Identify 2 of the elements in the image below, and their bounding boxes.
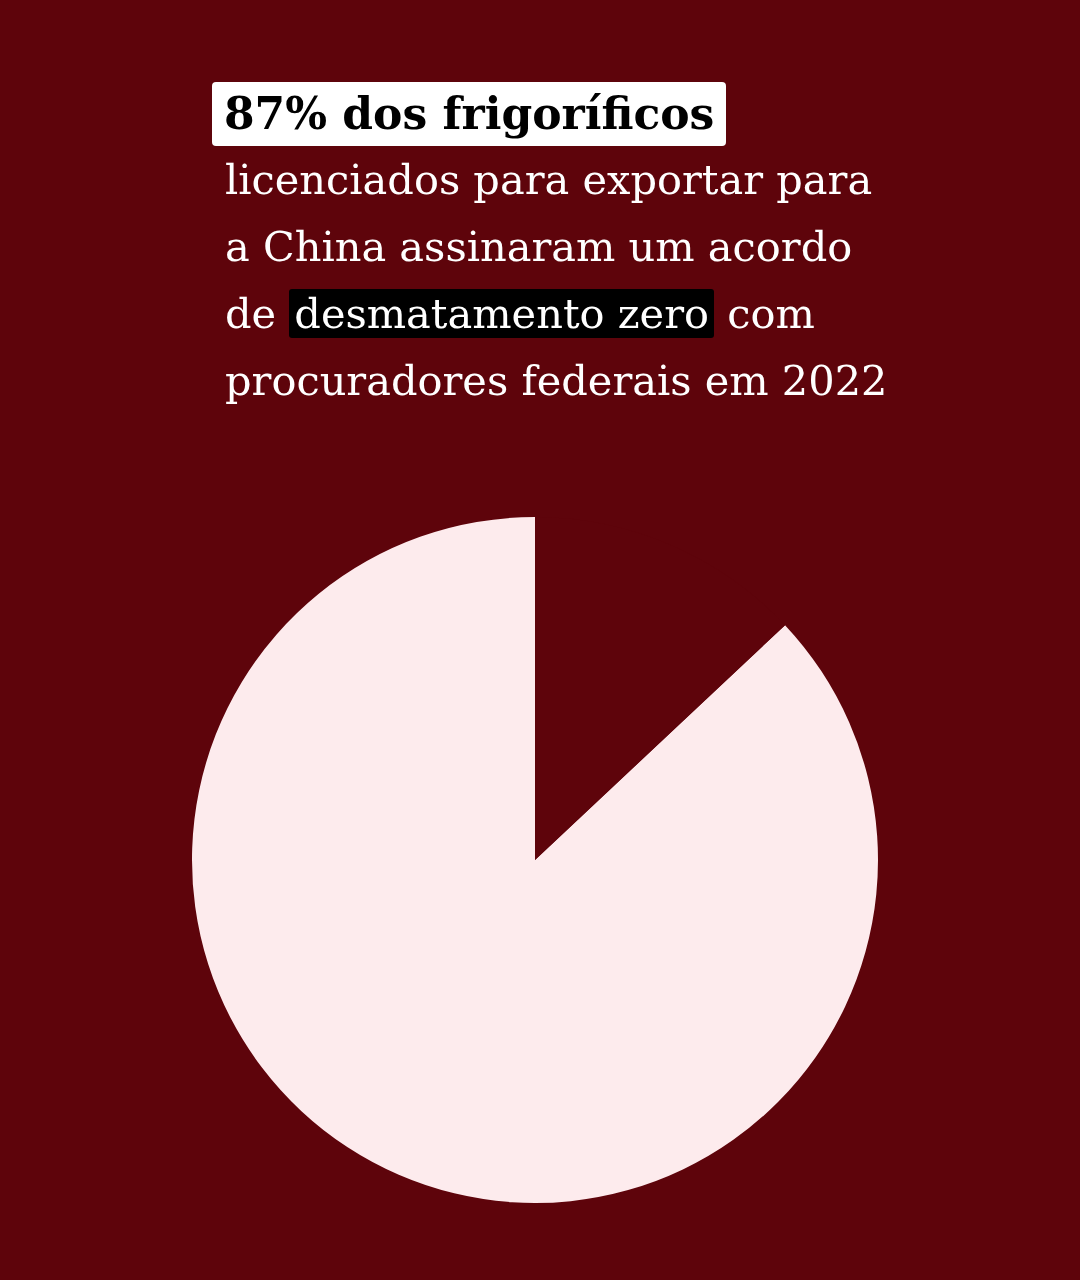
chart-subtitle: licenciados para exportar para a China assinaram um acordo de desmatamento zero com procuradores federais em 2022 xyxy=(224,154,889,407)
chart-title: 87% dos frigoríficos xyxy=(212,82,727,146)
